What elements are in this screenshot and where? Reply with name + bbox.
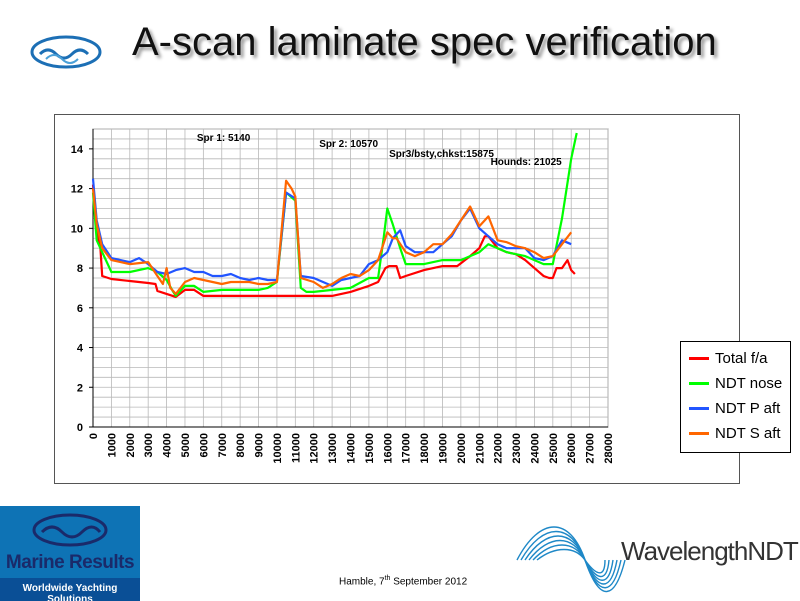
footer-sup: th xyxy=(384,575,391,582)
x-tick-label: 8000 xyxy=(235,433,247,457)
x-tick-label: 13000 xyxy=(327,433,339,464)
x-tick-label: 27000 xyxy=(585,433,597,464)
x-tick-label: 2000 xyxy=(125,433,137,457)
legend-item: NDT P aft xyxy=(681,396,790,421)
legend-label: NDT P aft xyxy=(715,400,781,417)
marine-results-logo: Marine Results Worldwide Yachting Soluti… xyxy=(0,506,140,601)
y-tick-label: 8 xyxy=(77,263,83,275)
x-tick-label: 28000 xyxy=(603,433,615,464)
y-tick-label: 4 xyxy=(77,343,84,355)
x-tick-label: 4000 xyxy=(162,433,174,457)
x-tick-label: 25000 xyxy=(548,433,560,464)
legend-label: NDT S aft xyxy=(715,425,781,442)
chart-frame: 0 2 4 6 8 10 12 14 0 1000 2000 3000 4000 5000 6000 7000… xyxy=(54,114,791,484)
series-line xyxy=(91,178,572,287)
x-tick-label: 7000 xyxy=(217,433,229,457)
footer-prefix: Hamble, 7 xyxy=(339,576,385,588)
marine-results-name: Marine Results xyxy=(5,552,135,573)
x-tick-label: 14000 xyxy=(346,433,358,464)
legend-swatch xyxy=(689,407,709,410)
line-chart: 0 2 4 6 8 10 12 14 0 1000 2000 3000 4000 5000 6000 7000… xyxy=(71,128,615,464)
y-tick-label: 12 xyxy=(71,184,83,196)
legend-item: NDT S aft xyxy=(681,421,790,446)
x-tick-label: 21000 xyxy=(474,433,486,464)
footer-suffix: September 2012 xyxy=(390,576,468,588)
x-tick-label: 22000 xyxy=(493,433,505,464)
legend-label: NDT nose xyxy=(715,375,783,392)
x-tick-label: 6000 xyxy=(198,433,210,457)
y-tick-label: 6 xyxy=(77,303,83,315)
legend-label: Total f/a xyxy=(715,350,768,367)
legend-swatch xyxy=(689,357,709,360)
y-tick-label: 2 xyxy=(77,382,83,394)
x-tick-label: 23000 xyxy=(511,433,523,464)
legend-item: NDT nose xyxy=(681,371,790,396)
x-tick-label: 10000 xyxy=(272,433,284,464)
chart-annotation: Hounds: 21025 xyxy=(491,157,563,168)
x-tick-label: 1000 xyxy=(106,433,118,457)
marine-results-wave-icon xyxy=(32,513,108,547)
chart-annotation: Spr3/bsty,chkst:15875 xyxy=(389,149,494,160)
wavelength-ndt-name: WavelengthNDT xyxy=(621,536,799,566)
x-tick-label: 26000 xyxy=(566,433,578,464)
y-tick-label: 10 xyxy=(71,223,83,235)
x-tick-label: 0 xyxy=(88,433,100,439)
series-line xyxy=(91,184,576,298)
x-tick-label: 3000 xyxy=(143,433,155,457)
marine-results-band xyxy=(0,578,140,601)
footer-text: Hamble, 7th September 2012 xyxy=(339,575,467,587)
legend-swatch xyxy=(689,382,709,385)
x-tick-label: 24000 xyxy=(529,433,541,464)
slide-title: A-scan laminate spec verification xyxy=(132,20,717,64)
x-tick-label: 20000 xyxy=(456,433,468,464)
y-tick-label: 14 xyxy=(71,144,84,156)
wavelength-wave-icon xyxy=(516,526,626,593)
x-tick-label: 16000 xyxy=(382,433,394,464)
chart-annotation: Spr 1: 5140 xyxy=(197,133,251,144)
x-tick-label: 17000 xyxy=(401,433,413,464)
y-tick-label: 0 xyxy=(77,422,83,434)
legend-swatch xyxy=(689,432,709,435)
x-tick-label: 15000 xyxy=(364,433,376,464)
legend-item: Total f/a xyxy=(681,346,790,371)
x-tick-label: 18000 xyxy=(419,433,431,464)
x-tick-label: 9000 xyxy=(254,433,266,457)
wave-logo-icon xyxy=(30,35,102,69)
chart-legend: Total f/a NDT nose NDT P aft NDT S aft xyxy=(680,341,791,453)
marine-results-tagline: Worldwide Yachting Solutions xyxy=(22,583,118,601)
chart-annotation: Spr 2: 10570 xyxy=(319,139,378,150)
x-tick-label: 12000 xyxy=(309,433,321,464)
x-tick-label: 11000 xyxy=(290,433,302,463)
series-line xyxy=(91,179,573,295)
x-tick-label: 19000 xyxy=(437,433,449,464)
x-tick-label: 5000 xyxy=(180,433,192,457)
